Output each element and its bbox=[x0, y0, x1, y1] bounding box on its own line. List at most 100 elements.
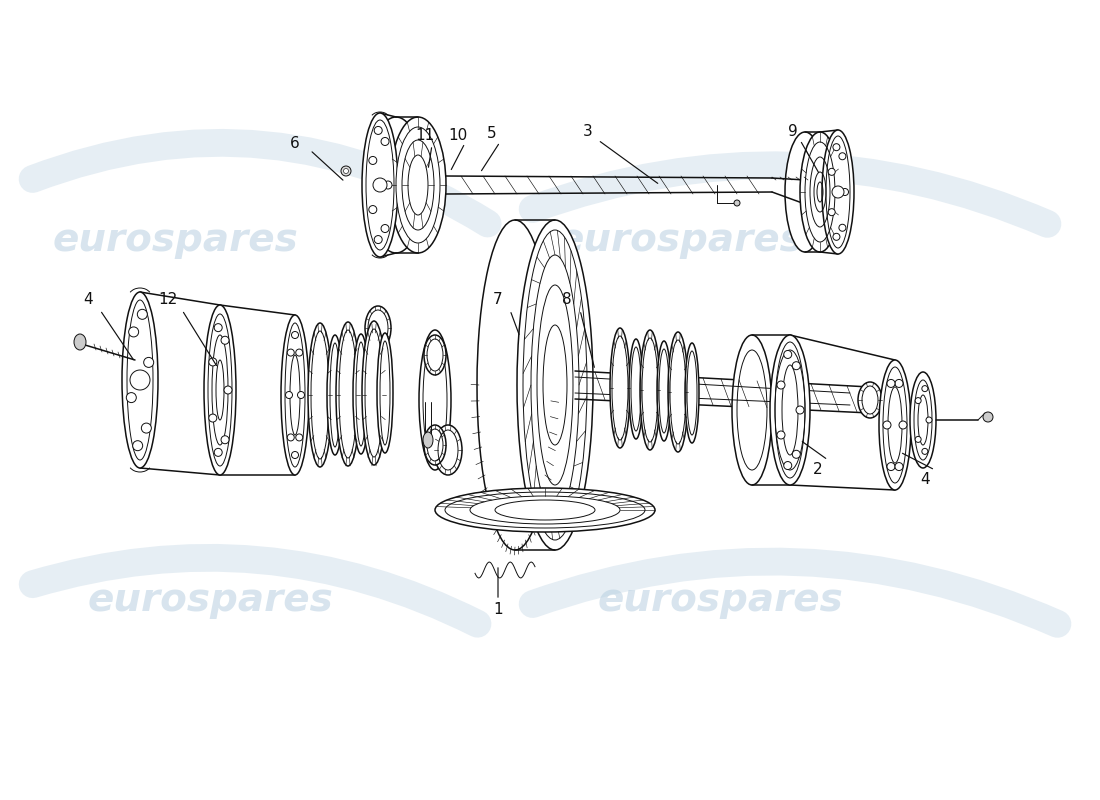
Circle shape bbox=[828, 168, 835, 175]
Ellipse shape bbox=[685, 343, 698, 443]
Circle shape bbox=[374, 126, 382, 134]
Circle shape bbox=[777, 431, 785, 439]
Circle shape bbox=[983, 412, 993, 422]
Text: eurospares: eurospares bbox=[557, 221, 803, 259]
Circle shape bbox=[138, 310, 147, 319]
Circle shape bbox=[922, 448, 928, 454]
Circle shape bbox=[221, 336, 229, 344]
Circle shape bbox=[374, 235, 382, 243]
Circle shape bbox=[341, 166, 351, 176]
Circle shape bbox=[296, 434, 303, 441]
Text: 10: 10 bbox=[449, 127, 468, 142]
Ellipse shape bbox=[610, 328, 630, 448]
Ellipse shape bbox=[377, 333, 393, 453]
Circle shape bbox=[887, 462, 895, 470]
Circle shape bbox=[926, 417, 932, 423]
Text: 3: 3 bbox=[583, 125, 593, 139]
Text: 11: 11 bbox=[416, 127, 434, 142]
Circle shape bbox=[895, 462, 903, 470]
Ellipse shape bbox=[368, 117, 424, 253]
Circle shape bbox=[784, 462, 792, 470]
Circle shape bbox=[915, 398, 921, 404]
Ellipse shape bbox=[732, 335, 772, 485]
Circle shape bbox=[126, 393, 136, 402]
Circle shape bbox=[286, 391, 293, 398]
Circle shape bbox=[381, 225, 389, 233]
Ellipse shape bbox=[402, 140, 434, 230]
Circle shape bbox=[129, 327, 139, 337]
FancyArrowPatch shape bbox=[33, 142, 487, 223]
Circle shape bbox=[796, 406, 804, 414]
Circle shape bbox=[832, 186, 844, 198]
Ellipse shape bbox=[362, 113, 398, 257]
Text: 6: 6 bbox=[290, 135, 300, 150]
FancyArrowPatch shape bbox=[532, 166, 1047, 224]
Circle shape bbox=[792, 362, 801, 370]
Circle shape bbox=[887, 379, 895, 387]
Ellipse shape bbox=[858, 382, 882, 418]
Text: 1: 1 bbox=[493, 602, 503, 618]
Ellipse shape bbox=[910, 372, 936, 468]
Circle shape bbox=[130, 370, 150, 390]
Circle shape bbox=[287, 349, 295, 356]
Text: 2: 2 bbox=[813, 462, 823, 478]
Circle shape bbox=[839, 224, 846, 231]
Ellipse shape bbox=[424, 432, 433, 448]
FancyArrowPatch shape bbox=[33, 558, 477, 624]
Circle shape bbox=[209, 414, 217, 422]
Ellipse shape bbox=[74, 334, 86, 350]
Ellipse shape bbox=[353, 334, 369, 454]
Circle shape bbox=[833, 144, 840, 150]
Circle shape bbox=[287, 434, 295, 441]
Text: 4: 4 bbox=[84, 293, 92, 307]
Circle shape bbox=[381, 138, 389, 146]
Circle shape bbox=[368, 157, 377, 165]
Circle shape bbox=[777, 381, 785, 389]
Ellipse shape bbox=[365, 306, 390, 350]
Circle shape bbox=[221, 436, 229, 444]
Text: eurospares: eurospares bbox=[52, 221, 298, 259]
Ellipse shape bbox=[280, 315, 309, 475]
Ellipse shape bbox=[408, 155, 428, 215]
Ellipse shape bbox=[822, 130, 854, 254]
Ellipse shape bbox=[327, 335, 343, 455]
Ellipse shape bbox=[424, 425, 446, 465]
Circle shape bbox=[922, 386, 928, 392]
Ellipse shape bbox=[629, 339, 644, 439]
Circle shape bbox=[842, 189, 848, 195]
Ellipse shape bbox=[770, 335, 810, 485]
Ellipse shape bbox=[800, 132, 840, 252]
Ellipse shape bbox=[424, 335, 446, 375]
Circle shape bbox=[224, 386, 232, 394]
Circle shape bbox=[839, 153, 846, 160]
Circle shape bbox=[214, 448, 222, 456]
Text: 5: 5 bbox=[487, 126, 497, 142]
Circle shape bbox=[915, 436, 921, 442]
Circle shape bbox=[833, 234, 840, 240]
Circle shape bbox=[899, 421, 907, 429]
Circle shape bbox=[209, 358, 217, 366]
Circle shape bbox=[297, 391, 305, 398]
Ellipse shape bbox=[204, 305, 236, 475]
Circle shape bbox=[292, 451, 298, 458]
Text: 9: 9 bbox=[788, 125, 798, 139]
Circle shape bbox=[144, 358, 154, 367]
Ellipse shape bbox=[308, 323, 332, 467]
Circle shape bbox=[784, 350, 792, 358]
Circle shape bbox=[296, 349, 303, 356]
Ellipse shape bbox=[668, 332, 688, 452]
Ellipse shape bbox=[396, 127, 440, 243]
Circle shape bbox=[828, 209, 835, 216]
Text: eurospares: eurospares bbox=[597, 581, 843, 619]
Ellipse shape bbox=[517, 220, 593, 550]
Circle shape bbox=[883, 421, 891, 429]
Ellipse shape bbox=[640, 330, 660, 450]
Circle shape bbox=[292, 331, 298, 338]
Circle shape bbox=[895, 379, 903, 387]
Ellipse shape bbox=[419, 330, 451, 470]
Ellipse shape bbox=[336, 322, 360, 466]
Circle shape bbox=[792, 450, 801, 458]
Ellipse shape bbox=[122, 292, 158, 468]
Ellipse shape bbox=[879, 360, 911, 490]
Ellipse shape bbox=[362, 321, 386, 465]
